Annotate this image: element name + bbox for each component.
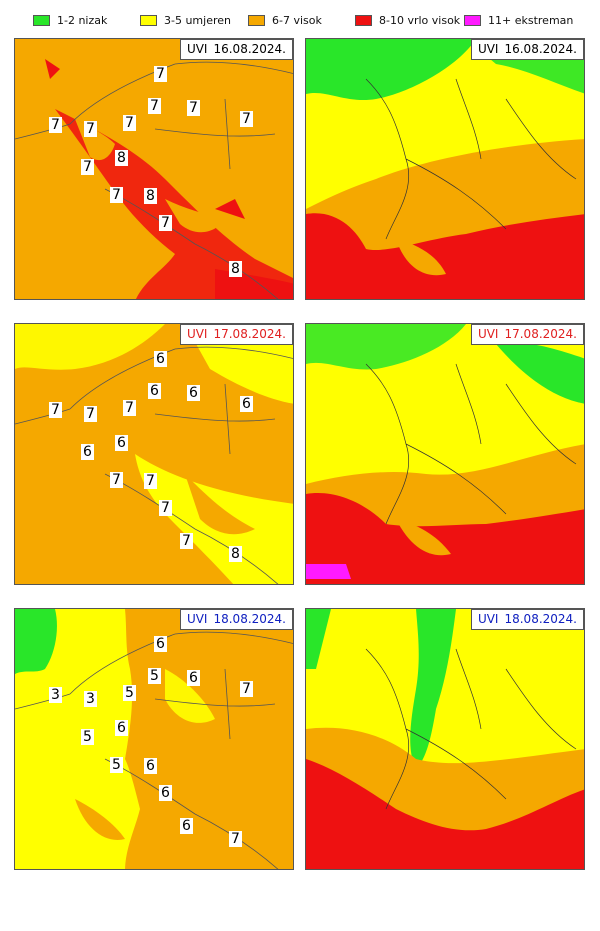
date-day1-europe: 16.08.2024. bbox=[504, 42, 577, 56]
croatia-map-day3: UVI 18.08.2024. 6 5 6 7 3 3 5 5 6 5 6 6 6… bbox=[14, 608, 294, 870]
uvi-value: 7 bbox=[180, 533, 193, 549]
croatia-uvi-field-day3 bbox=[15, 609, 293, 869]
uvi-value: 6 bbox=[154, 351, 167, 367]
date-box-day2: UVI 17.08.2024. bbox=[179, 324, 293, 345]
legend-swatch-low bbox=[33, 14, 50, 26]
legend-item-extreme: 11+ ekstreman bbox=[464, 12, 573, 28]
uvi-value: 7 bbox=[159, 500, 172, 516]
uvi-value: 7 bbox=[81, 159, 94, 175]
uvi-value: 5 bbox=[123, 685, 136, 701]
europe-uvi-field-day1 bbox=[306, 39, 584, 299]
legend-label-high: 6-7 visok bbox=[272, 13, 322, 27]
legend-item-low: 1-2 nizak bbox=[33, 12, 107, 28]
date-box-day2-europe: UVI 17.08.2024. bbox=[470, 324, 584, 345]
date-day3: 18.08.2024. bbox=[213, 612, 286, 626]
europe-uvi-field-day3 bbox=[306, 609, 584, 869]
uvi-value: 8 bbox=[144, 188, 157, 204]
uvi-value: 7 bbox=[240, 681, 253, 697]
uvi-value: 7 bbox=[110, 472, 123, 488]
europe-uvi-field-day2 bbox=[306, 324, 584, 584]
uvi-label-day2-europe: UVI bbox=[477, 327, 499, 341]
uvi-value: 6 bbox=[148, 383, 161, 399]
date-day2: 17.08.2024. bbox=[213, 327, 286, 341]
legend-swatch-extreme bbox=[464, 14, 481, 26]
uvi-value: 6 bbox=[187, 385, 200, 401]
legend-label-low: 1-2 nizak bbox=[57, 13, 108, 27]
uvi-value: 7 bbox=[154, 66, 167, 82]
uvi-value: 5 bbox=[110, 757, 123, 773]
uvi-legend: 1-2 nizak 3-5 umjeren 6-7 visok 8-10 vrl… bbox=[0, 12, 600, 28]
uvi-value: 7 bbox=[110, 187, 123, 203]
uvi-value: 7 bbox=[123, 400, 136, 416]
uvi-value: 8 bbox=[229, 546, 242, 562]
uvi-label-day3-europe: UVI bbox=[477, 612, 499, 626]
legend-item-very-high: 8-10 vrlo visok bbox=[355, 12, 460, 28]
uvi-value: 7 bbox=[84, 406, 97, 422]
date-day1: 16.08.2024. bbox=[213, 42, 286, 56]
legend-swatch-moderate bbox=[140, 14, 157, 26]
uvi-label-day1: UVI bbox=[186, 42, 208, 56]
uvi-value: 6 bbox=[187, 670, 200, 686]
date-box-day1: UVI 16.08.2024. bbox=[179, 39, 293, 60]
uvi-value: 6 bbox=[115, 720, 128, 736]
uvi-label-day3: UVI bbox=[186, 612, 208, 626]
uvi-value: 5 bbox=[81, 729, 94, 745]
legend-swatch-very-high bbox=[355, 14, 372, 26]
uvi-value: 7 bbox=[187, 100, 200, 116]
uvi-value: 6 bbox=[159, 785, 172, 801]
uvi-value: 7 bbox=[84, 121, 97, 137]
uvi-value: 3 bbox=[84, 691, 97, 707]
uvi-value: 7 bbox=[123, 115, 136, 131]
uvi-value: 8 bbox=[115, 150, 128, 166]
uvi-value: 6 bbox=[180, 818, 193, 834]
legend-swatch-high bbox=[248, 14, 265, 26]
uvi-value: 7 bbox=[49, 117, 62, 133]
date-day3-europe: 18.08.2024. bbox=[504, 612, 577, 626]
legend-item-moderate: 3-5 umjeren bbox=[140, 12, 231, 28]
date-box-day3-europe: UVI 18.08.2024. bbox=[470, 609, 584, 630]
uvi-value: 7 bbox=[229, 831, 242, 847]
croatia-uvi-field-day1 bbox=[15, 39, 293, 299]
legend-item-high: 6-7 visok bbox=[248, 12, 322, 28]
uvi-label-day2: UVI bbox=[186, 327, 208, 341]
date-day2-europe: 17.08.2024. bbox=[504, 327, 577, 341]
uvi-value: 6 bbox=[144, 758, 157, 774]
uvi-value: 7 bbox=[159, 215, 172, 231]
europe-map-day3: UVI 18.08.2024. bbox=[305, 608, 585, 870]
uvi-label-day1-europe: UVI bbox=[477, 42, 499, 56]
uvi-value: 3 bbox=[49, 687, 62, 703]
uvi-value: 6 bbox=[81, 444, 94, 460]
uvi-value: 7 bbox=[240, 111, 253, 127]
croatia-map-day1: UVI 16.08.2024. 7 7 7 7 7 7 7 8 7 8 7 7 8 bbox=[14, 38, 294, 300]
europe-map-day2: UVI 17.08.2024. bbox=[305, 323, 585, 585]
date-box-day3: UVI 18.08.2024. bbox=[179, 609, 293, 630]
date-box-day1-europe: UVI 16.08.2024. bbox=[470, 39, 584, 60]
uvi-value: 8 bbox=[229, 261, 242, 277]
uvi-value: 7 bbox=[148, 98, 161, 114]
legend-label-very-high: 8-10 vrlo visok bbox=[379, 13, 461, 27]
uvi-value: 6 bbox=[115, 435, 128, 451]
uvi-value: 7 bbox=[49, 402, 62, 418]
legend-label-moderate: 3-5 umjeren bbox=[164, 13, 231, 27]
croatia-map-day2: UVI 17.08.2024. 6 6 6 6 7 7 7 6 6 7 7 7 7… bbox=[14, 323, 294, 585]
uvi-value: 6 bbox=[240, 396, 253, 412]
uvi-value: 6 bbox=[154, 636, 167, 652]
uvi-value: 5 bbox=[148, 668, 161, 684]
europe-map-day1: UVI 16.08.2024. bbox=[305, 38, 585, 300]
legend-label-extreme: 11+ ekstreman bbox=[488, 13, 574, 27]
uvi-value: 7 bbox=[144, 473, 157, 489]
